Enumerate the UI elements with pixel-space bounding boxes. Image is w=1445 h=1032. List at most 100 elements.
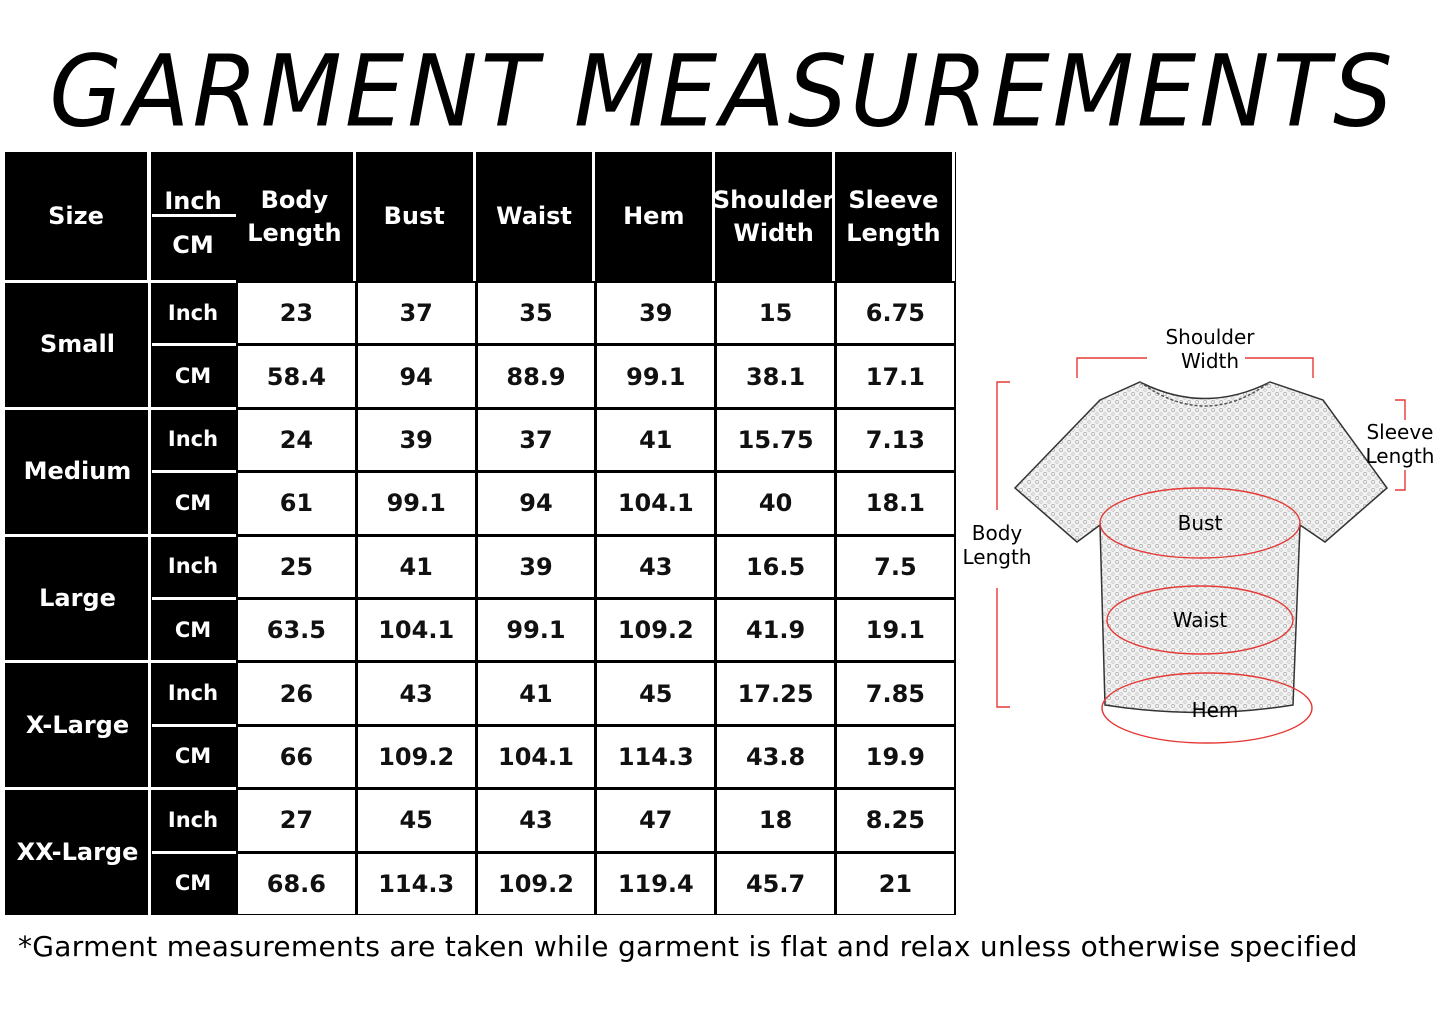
page-title: GARMENT MEASUREMENTS [49, 35, 1396, 150]
unit-label-cm: CM [150, 598, 236, 662]
divider [152, 597, 236, 600]
header-column: Shoulder Width [713, 152, 835, 281]
table-cell: 41 [477, 663, 595, 724]
header-column: Sleeve Length [835, 152, 955, 281]
table-cell: 104.1 [477, 726, 595, 788]
divider [5, 280, 236, 283]
table-cell: 43 [477, 790, 595, 851]
size-label: Large [5, 534, 150, 662]
bust-marker [1099, 487, 1301, 559]
table-cell: 19.1 [837, 600, 954, 661]
table-cell: 61 [238, 473, 355, 534]
size-chart-table: Size Inch CM Body Length Bust Waist Hem Shoulde… [5, 152, 956, 915]
table-cell: 38.1 [717, 346, 834, 407]
table-cell: 21 [837, 853, 954, 914]
hem-label: Hem [1191, 698, 1239, 722]
unit-label-inch: Inch [150, 534, 236, 598]
table-cell: 99.1 [477, 600, 595, 661]
table-cell: 37 [477, 409, 595, 471]
table-cell: 16.5 [717, 536, 834, 597]
table-cell: 45 [357, 790, 475, 851]
shoulder-width-marker [1076, 357, 1314, 378]
divider [152, 214, 236, 217]
unit-label-inch: Inch [150, 407, 236, 472]
table-cell: 99.1 [357, 473, 475, 534]
table-cell: 39 [477, 536, 595, 597]
table-cell: 109.2 [357, 726, 475, 788]
shoulder-width-label: Shoulder Width [1165, 325, 1255, 373]
table-cell: 7.5 [837, 536, 954, 597]
table-cell: 40 [717, 473, 834, 534]
unit-label-inch: Inch [150, 281, 236, 345]
table-cell: 41.9 [717, 600, 834, 661]
table-cell: 88.9 [477, 346, 595, 407]
table-cell: 45 [597, 663, 715, 724]
t-shirt-icon [996, 357, 1406, 744]
table-cell: 58.4 [238, 346, 355, 407]
divider [152, 470, 236, 474]
divider [5, 406, 236, 410]
table-cell: 8.25 [837, 790, 954, 851]
waist-marker [1106, 585, 1294, 655]
divider [148, 152, 151, 915]
table-cell: 7.13 [837, 409, 954, 471]
unit-label-cm: CM [150, 344, 236, 408]
size-label: XX-Large [5, 788, 150, 915]
divider [152, 850, 236, 854]
table-cell: 104.1 [597, 473, 715, 534]
unit-label-inch: Inch [150, 788, 236, 852]
body-length-marker [996, 381, 1010, 708]
table-cell: 41 [597, 409, 715, 471]
table-cell: 23 [238, 283, 355, 344]
table-cell: 43 [597, 536, 715, 597]
header-column: Body Length [236, 152, 356, 281]
table-cell: 43.8 [717, 726, 834, 788]
table-cell: 41 [357, 536, 475, 597]
header-column: Waist [475, 152, 596, 281]
header-size: Size [5, 152, 150, 281]
garment-diagram: Shoulder Width Sleeve Length Body Length… [955, 320, 1445, 760]
body-length-label: Body Length [962, 521, 1032, 569]
table-cell: 114.3 [597, 726, 715, 788]
hem-marker [1101, 672, 1313, 744]
t-shirt-outline [1013, 381, 1389, 714]
table-cell: 25 [238, 536, 355, 597]
unit-label-cm: CM [150, 471, 236, 535]
table-cell: 43 [357, 663, 475, 724]
table-cell: 7.85 [837, 663, 954, 724]
footnote: *Garment measurements are taken while ga… [18, 930, 1358, 963]
table-cell: 45.7 [717, 853, 834, 914]
table-cell: 39 [357, 409, 475, 471]
table-cell: 94 [477, 473, 595, 534]
sleeve-length-label: Sleeve Length [1365, 420, 1435, 468]
table-cell: 99.1 [597, 346, 715, 407]
unit-label-cm: CM [150, 724, 236, 789]
divider [5, 660, 236, 664]
table-cell: 119.4 [597, 853, 715, 914]
header-unit-cm: CM [150, 216, 236, 274]
divider [5, 787, 236, 791]
divider [152, 723, 236, 727]
header-column: Bust [355, 152, 476, 281]
unit-label-inch: Inch [150, 661, 236, 725]
header-column: Hem [595, 152, 716, 281]
table-cell: 109.2 [477, 853, 595, 914]
table-cell: 114.3 [357, 853, 475, 914]
table-cell: 37 [357, 283, 475, 344]
table-cell: 15 [717, 283, 834, 344]
table-cell: 26 [238, 663, 355, 724]
sleeve-length-marker [1395, 399, 1406, 491]
table-cell: 24 [238, 409, 355, 471]
table-cell: 94 [357, 346, 475, 407]
table-cell: 19.9 [837, 726, 954, 788]
table-cell: 27 [238, 790, 355, 851]
table-cell: 104.1 [357, 600, 475, 661]
table-cell: 47 [597, 790, 715, 851]
table-cell: 17.1 [837, 346, 954, 407]
size-label: Medium [5, 407, 150, 535]
divider [152, 343, 236, 347]
bust-label: Bust [1177, 511, 1223, 535]
unit-label-cm: CM [150, 851, 236, 915]
table-cell: 35 [477, 283, 595, 344]
waist-label: Waist [1172, 608, 1228, 632]
